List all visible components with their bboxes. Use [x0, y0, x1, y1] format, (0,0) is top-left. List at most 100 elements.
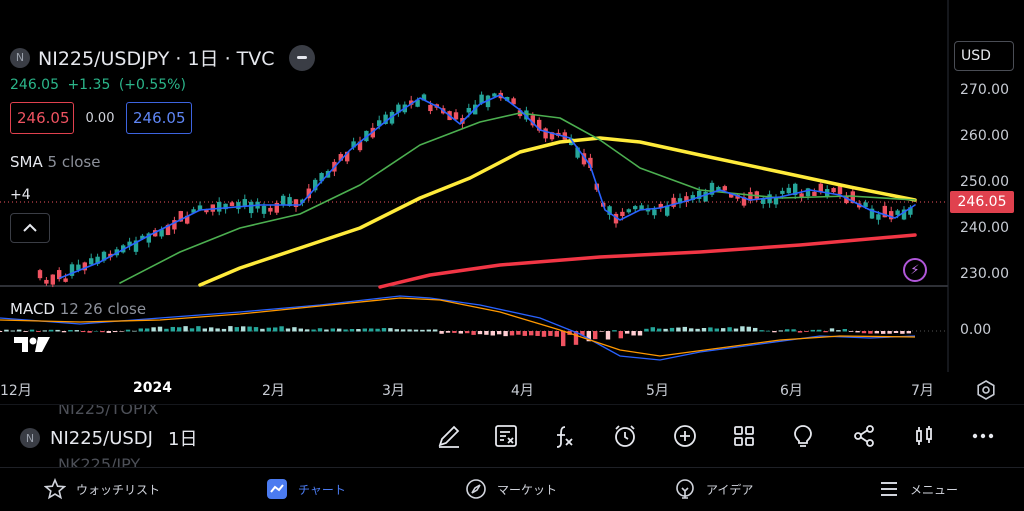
macd-histogram-bar: [586, 331, 591, 342]
macd-histogram-bar: [420, 329, 425, 332]
macd-histogram-bar: [151, 327, 156, 332]
sma-params: 5 close: [47, 153, 101, 171]
candle-body: [345, 151, 350, 162]
macd-histogram-bar: [100, 331, 105, 333]
candle-body: [818, 183, 823, 193]
candle-body: [633, 206, 638, 210]
nav-ideas[interactable]: アイデア: [674, 478, 753, 500]
macd-pane: [0, 295, 916, 361]
candle-body: [293, 199, 299, 208]
candle-body: [249, 201, 254, 214]
buy-button[interactable]: 246.05: [126, 102, 192, 134]
settings-gear-icon[interactable]: [976, 380, 996, 400]
macd-histogram-bar: [311, 329, 316, 332]
macd-histogram-bar: [433, 329, 438, 332]
sma-legend[interactable]: SMA 5 close: [10, 153, 100, 171]
chart-type-icon[interactable]: [907, 419, 941, 453]
macd-histogram-bar: [829, 328, 835, 332]
macd-histogram-bar: [55, 329, 60, 332]
candle-body: [236, 202, 241, 210]
candle-body: [793, 183, 798, 196]
macd-histogram-bar: [279, 326, 284, 332]
time-axis-label: 5月: [646, 383, 669, 399]
more-icon[interactable]: [966, 419, 1000, 453]
macd-histogram-bar: [234, 327, 239, 332]
hidden-indicators-count[interactable]: +4: [10, 187, 31, 203]
candle-body: [466, 107, 471, 113]
ideas-icon[interactable]: [786, 419, 820, 453]
candle-body: [242, 199, 247, 206]
macd-histogram-bar: [375, 328, 380, 332]
macd-histogram-bar: [349, 329, 355, 332]
candle-body: [697, 190, 702, 199]
time-axis-label: 7月: [911, 383, 934, 399]
macd-histogram-bar: [509, 331, 515, 336]
macd-histogram-bar: [471, 331, 476, 335]
interval-selector[interactable]: 1日: [168, 429, 198, 450]
macd-histogram-bar: [772, 331, 777, 333]
candle-body: [703, 191, 708, 202]
candle-body: [357, 141, 363, 151]
indicators-icon[interactable]: [547, 419, 581, 453]
share-icon[interactable]: [847, 419, 881, 453]
lightning-icon[interactable]: ⚡: [903, 258, 927, 282]
symbol-title[interactable]: NI225/USDJPY · 1日 · TVC: [38, 48, 275, 70]
nav-menu[interactable]: メニュー: [878, 478, 958, 500]
candle-body: [63, 278, 68, 282]
nav-markets[interactable]: マーケット: [465, 478, 557, 500]
macd-histogram-bar: [119, 331, 124, 332]
macd-histogram-bar: [93, 330, 99, 332]
add-icon[interactable]: [668, 419, 702, 453]
collapse-legend-button[interactable]: [10, 213, 50, 243]
layout-icon[interactable]: [727, 419, 761, 453]
macd-histogram-bar: [170, 326, 175, 332]
candle-body: [709, 182, 715, 195]
macd-histogram-bar: [657, 328, 662, 332]
macd-histogram-bar: [273, 327, 278, 332]
candle-body: [735, 194, 740, 199]
macd-histogram-bar: [388, 328, 393, 332]
macd-histogram-bar: [253, 327, 259, 332]
macd-histogram-bar: [439, 331, 444, 334]
candle-body: [69, 264, 75, 276]
candle-body: [530, 115, 535, 126]
nav-watchlist[interactable]: ウォッチリスト: [44, 478, 160, 500]
currency-button[interactable]: USD: [954, 41, 1014, 71]
price-axis-label: 230.00: [960, 266, 1009, 282]
nav-menu-label: メニュー: [910, 482, 959, 497]
candle-body: [588, 157, 593, 168]
candle-body: [671, 197, 676, 207]
macd-histogram-bar: [893, 331, 899, 333]
macd-histogram-bar: [4, 329, 9, 332]
macd-histogram-bar: [497, 331, 502, 335]
price-change: 246.05 +1.35 (+0.55%): [10, 77, 190, 93]
candle-body: [287, 197, 292, 207]
draw-icon[interactable]: [432, 419, 466, 453]
note-icon[interactable]: [489, 419, 523, 453]
candle-body: [549, 132, 555, 140]
macd-histogram-bar: [413, 329, 419, 332]
chart-area[interactable]: N NI225/USDJPY · 1日 · TVC 246.05 +1.35 (…: [0, 0, 1024, 405]
candle-body: [639, 205, 644, 210]
sell-button[interactable]: 246.05: [10, 102, 74, 134]
macd-histogram-bar: [292, 327, 297, 332]
scroll-ghost-symbol: NK225/JPY: [58, 455, 141, 467]
chart-canvas[interactable]: [0, 0, 1024, 405]
candle-body: [159, 229, 164, 237]
macd-histogram-bar: [900, 331, 905, 334]
alert-icon[interactable]: [608, 419, 642, 453]
candle-body: [133, 240, 139, 252]
candle-body: [626, 209, 631, 213]
nav-chart[interactable]: チャート: [266, 478, 346, 500]
symbol-selector[interactable]: N NI225/USDJPY 1日: [20, 425, 197, 451]
macd-legend[interactable]: MACD 12 26 close: [10, 300, 146, 318]
collapse-button[interactable]: [288, 44, 315, 71]
symbol-header[interactable]: N NI225/USDJPY · 1日 · TVC: [10, 44, 315, 71]
candle-body: [895, 210, 900, 215]
minus-icon: [296, 56, 307, 59]
macd-histogram-bar: [644, 328, 649, 332]
candle-body: [799, 193, 804, 198]
macd-histogram-bar: [74, 330, 79, 332]
candle-body: [281, 195, 286, 206]
symbol-name[interactable]: NI225/USDJPY: [50, 427, 154, 449]
